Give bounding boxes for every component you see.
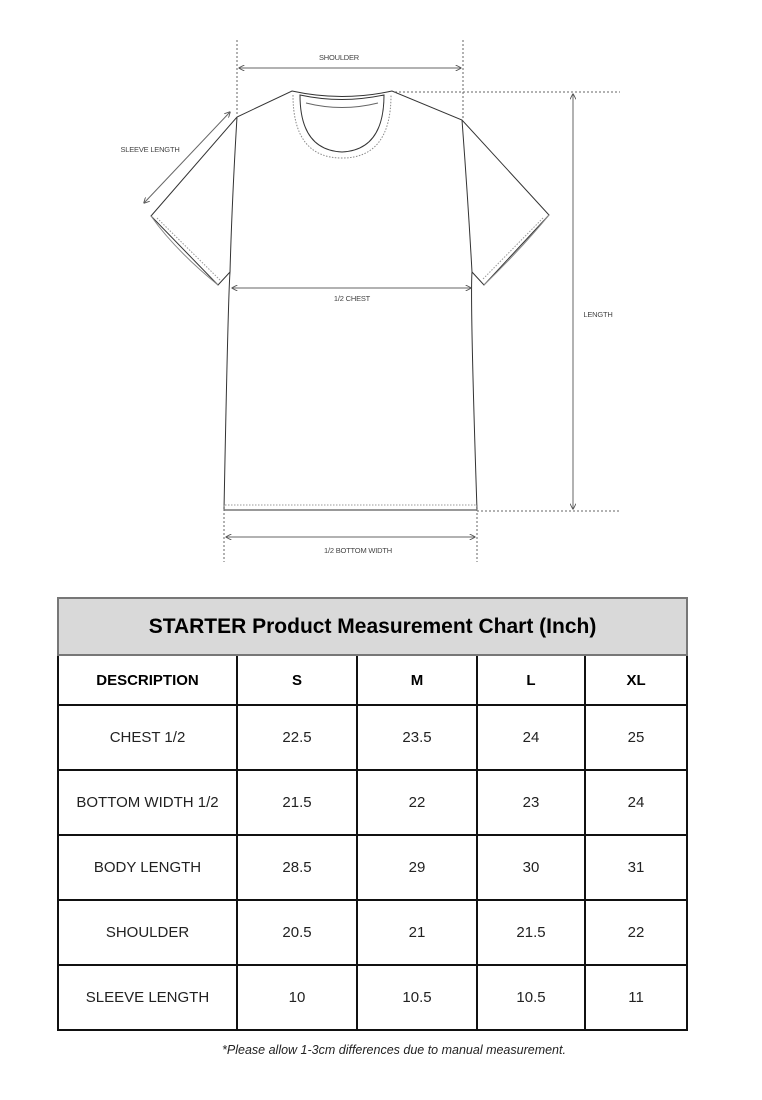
table-title: STARTER Product Measurement Chart (Inch) <box>56 597 689 656</box>
table-header-row: DESCRIPTION S M L XL <box>57 654 689 706</box>
measurement-table: STARTER Product Measurement Chart (Inch)… <box>56 597 689 1031</box>
measurement-cell: 28.5 <box>236 834 358 901</box>
measurement-cell: 24 <box>583 769 689 836</box>
measurement-cell: 24 <box>476 704 586 771</box>
measurement-cell: 25 <box>583 704 689 771</box>
measurement-cell: 10.5 <box>356 964 478 1031</box>
measurement-cell: 11 <box>583 964 689 1031</box>
measurement-cell: 23.5 <box>356 704 478 771</box>
table-row: SLEEVE LENGTH 10 10.5 10.5 11 <box>57 964 689 1031</box>
row-description: CHEST 1/2 <box>57 704 238 771</box>
measurement-cell: 20.5 <box>236 899 358 966</box>
measurement-cell: 23 <box>476 769 586 836</box>
row-description: BOTTOM WIDTH 1/2 <box>57 769 238 836</box>
measurement-cell: 22 <box>583 899 689 966</box>
header-description: DESCRIPTION <box>57 654 238 706</box>
measurement-note: *Please allow 1-3cm differences due to m… <box>222 1043 566 1057</box>
table-row: BODY LENGTH 28.5 29 30 31 <box>57 834 689 901</box>
measurement-cell: 10.5 <box>476 964 586 1031</box>
measurement-cell: 21.5 <box>236 769 358 836</box>
measurement-cell: 10 <box>236 964 358 1031</box>
bottom-width-label: 1/2 BOTTOM WIDTH <box>324 546 392 555</box>
table-row: SHOULDER 20.5 21 21.5 22 <box>57 899 689 966</box>
sleeve-length-label: SLEEVE LENGTH <box>120 145 179 154</box>
measurement-cell: 22 <box>356 769 478 836</box>
tshirt-outline <box>150 90 550 511</box>
header-l: L <box>476 654 586 706</box>
chest-label: 1/2 CHEST <box>334 294 371 303</box>
shoulder-label: SHOULDER <box>319 53 360 62</box>
header-m: M <box>356 654 478 706</box>
measurement-cell: 29 <box>356 834 478 901</box>
table-row: CHEST 1/2 22.5 23.5 24 25 <box>57 704 689 771</box>
dimension-lines <box>144 40 620 562</box>
header-xl: XL <box>583 654 689 706</box>
measurement-cell: 22.5 <box>236 704 358 771</box>
row-description: SHOULDER <box>57 899 238 966</box>
row-description: BODY LENGTH <box>57 834 238 901</box>
measurement-cell: 30 <box>476 834 586 901</box>
tshirt-measurement-diagram: SHOULDER SLEEVE LENGTH 1/2 CHEST LENGTH … <box>120 40 620 562</box>
measurement-cell: 21 <box>356 899 478 966</box>
measurement-cell: 31 <box>583 834 689 901</box>
header-s: S <box>236 654 358 706</box>
measurement-cell: 21.5 <box>476 899 586 966</box>
table-row: BOTTOM WIDTH 1/2 21.5 22 23 24 <box>57 769 689 836</box>
row-description: SLEEVE LENGTH <box>57 964 238 1031</box>
length-label: LENGTH <box>583 310 612 319</box>
